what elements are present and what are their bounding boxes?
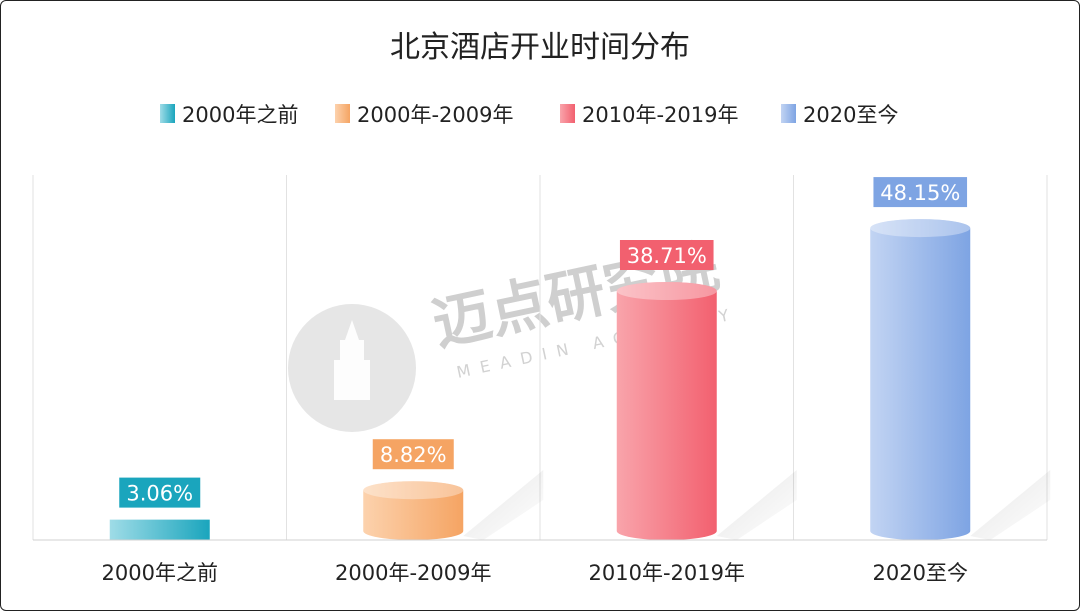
legend-label-2: 2000年-2009年 xyxy=(357,103,513,127)
x-tick-label-2: 2000年-2009年 xyxy=(335,561,491,585)
bar-shadow xyxy=(716,470,797,540)
bar-shadow xyxy=(463,470,544,540)
data-label-box-1 xyxy=(119,477,201,508)
plot-area: 3.06% 2000年之前 8.82% 2000年-2009年 38.71% 2010年-… xyxy=(32,175,1051,585)
watermark-tower-icon xyxy=(334,320,370,400)
bar-4 xyxy=(870,219,971,540)
bar-2 xyxy=(363,481,464,540)
data-label-2: 8.82% xyxy=(380,443,447,467)
bar-top-2 xyxy=(363,481,464,500)
data-label-box-3 xyxy=(619,240,714,270)
bar-3 xyxy=(616,282,717,540)
legend-swatch-4 xyxy=(781,104,796,123)
bar-1 xyxy=(109,519,210,540)
bar-top-4 xyxy=(870,219,971,238)
legend: 2000年之前 2000年-2009年 2010年-2019年 2020至今 xyxy=(160,103,898,127)
legend-label-1: 2000年之前 xyxy=(182,103,298,127)
x-tick-label-1: 2000年之前 xyxy=(102,561,218,585)
data-label-box-4 xyxy=(873,177,968,208)
legend-label-4: 2020至今 xyxy=(803,103,898,127)
legend-label-3: 2010年-2019年 xyxy=(582,103,738,127)
bar-shadow xyxy=(970,470,1051,540)
legend-swatch-2 xyxy=(335,104,350,123)
bar-top-3 xyxy=(616,282,717,300)
data-label-box-2 xyxy=(372,439,454,470)
legend-swatch-3 xyxy=(560,104,575,123)
legend-swatch-1 xyxy=(160,104,175,123)
data-label-1: 3.06% xyxy=(126,482,193,506)
x-tick-label-3: 2010年-2019年 xyxy=(589,561,745,585)
x-tick-label-4: 2020至今 xyxy=(873,561,968,585)
chart-title: 北京酒店开业时间分布 xyxy=(390,30,690,65)
data-label-3: 38.71% xyxy=(627,244,707,268)
data-label-4: 48.15% xyxy=(880,181,960,205)
